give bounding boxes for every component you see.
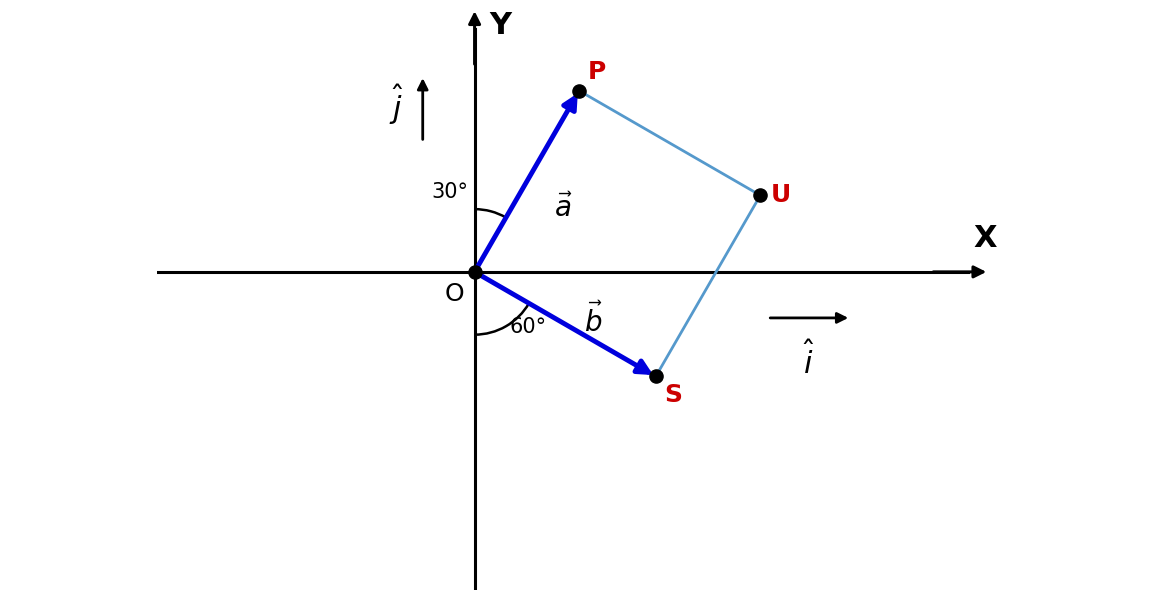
Point [646, 372, 665, 381]
Text: S: S [664, 383, 682, 407]
Text: $\vec{b}$: $\vec{b}$ [583, 302, 603, 337]
Text: 30°: 30° [431, 182, 468, 203]
Text: $\hat{j}$: $\hat{j}$ [389, 83, 405, 127]
Text: U: U [770, 184, 790, 207]
Point [466, 267, 484, 277]
Text: P: P [588, 60, 606, 84]
Text: $\vec{a}$: $\vec{a}$ [553, 194, 573, 223]
Text: Y: Y [490, 11, 512, 40]
Point [570, 86, 589, 96]
Text: 60°: 60° [509, 317, 546, 337]
Text: X: X [973, 225, 997, 254]
Text: $\hat{i}$: $\hat{i}$ [804, 342, 815, 380]
Text: O: O [445, 282, 465, 306]
Point [751, 191, 769, 200]
